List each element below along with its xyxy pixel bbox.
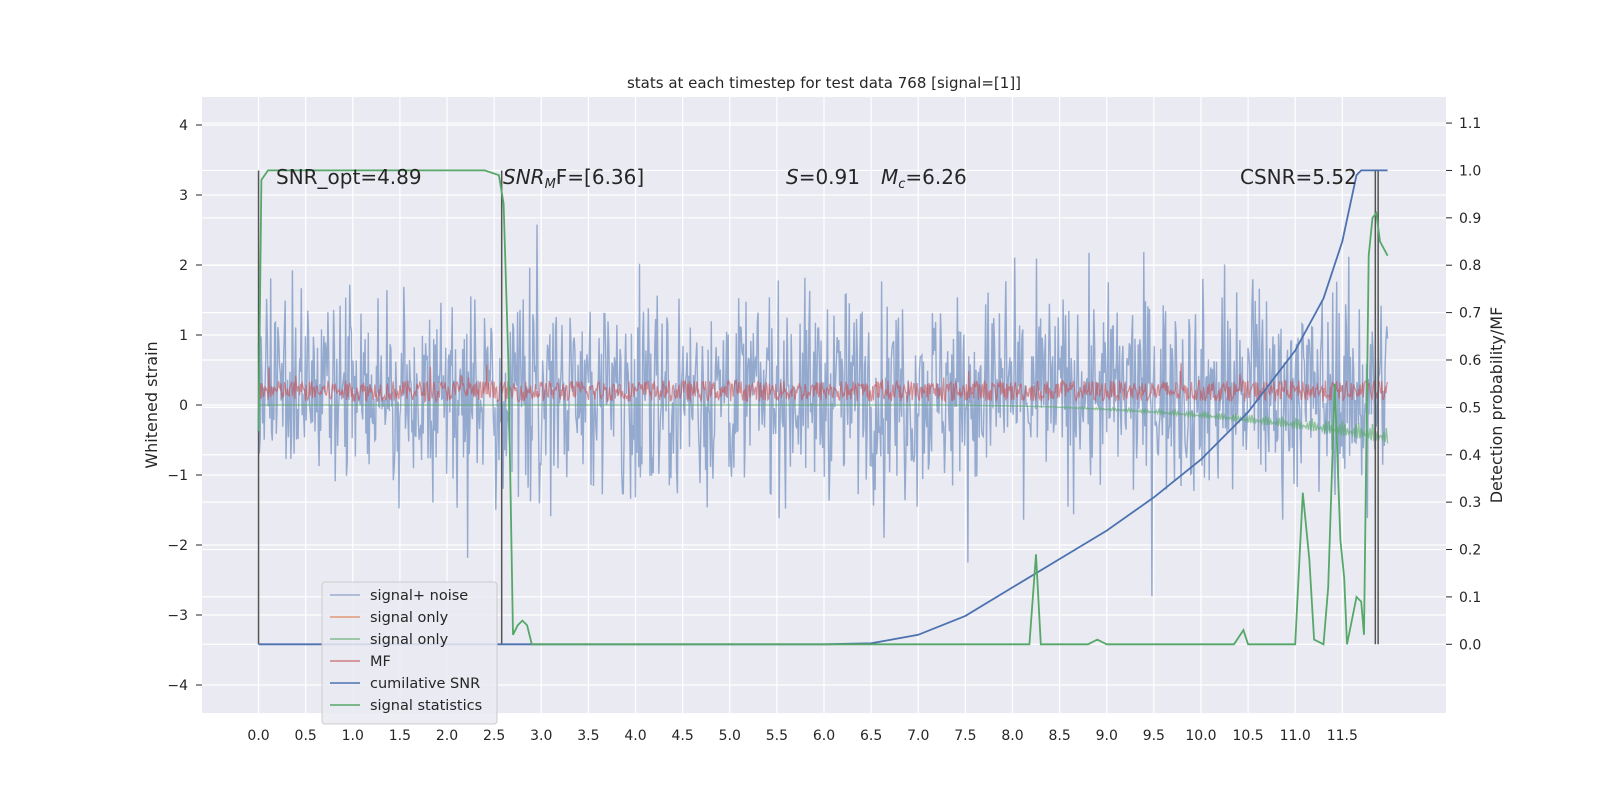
- y-tick-label: 4: [179, 118, 188, 134]
- y-tick-label: 2: [179, 258, 188, 274]
- x-tick-label: 3.0: [530, 728, 552, 744]
- annotation-mc-value: =6.26: [905, 165, 966, 189]
- y2-tick-label: 0.3: [1459, 495, 1481, 511]
- y-tick-label: −1: [167, 468, 188, 484]
- y2-tick-label: 1.0: [1459, 163, 1481, 179]
- series-signal-noise: [257, 224, 1389, 597]
- x-tick-label: 4.0: [624, 728, 646, 744]
- legend-label-mf: MF: [370, 654, 391, 670]
- legend-label-signal-only-green: signal only: [370, 632, 449, 648]
- axes: 0.0 0.5 1.0 1.5 2.0 2.5 3.0 3.5 4.0 4.5 5.0 5.5 6.0 6…: [167, 116, 1481, 744]
- y2-tick-label: 0.6: [1459, 353, 1481, 369]
- y2-axis-label: Detection probability/MF: [1487, 307, 1506, 504]
- legend-label-signal-statistics: signal statistics: [370, 698, 482, 714]
- y2-tick-label: 0.8: [1459, 258, 1481, 274]
- x-tick-label: 10.0: [1185, 728, 1216, 744]
- y2-tick-label: 0.7: [1459, 306, 1481, 322]
- y-axis-label: Whitened strain: [142, 341, 161, 468]
- annotation-snr-mf-sub: M: [545, 177, 556, 192]
- y2-tick-label: 1.1: [1459, 116, 1481, 132]
- legend-label-cumulative-snr: cumilative SNR: [370, 676, 480, 692]
- annotation-s-value: =0.91: [799, 165, 860, 189]
- y-tick-label: −3: [167, 608, 188, 624]
- y2-tick-label: 0.2: [1459, 543, 1481, 559]
- annotation-snr-mf-var: SNR: [503, 165, 545, 189]
- x-tick-label: 2.0: [436, 728, 458, 744]
- x-tick-label: 0.5: [295, 728, 317, 744]
- y-tick-label: −4: [167, 678, 188, 694]
- annotation-csnr: CSNR=5.52: [1240, 165, 1357, 189]
- y2-tick-label: 0.4: [1459, 448, 1481, 464]
- legend-label-signal-noise: signal+ noise: [370, 588, 468, 604]
- x-tick-label: 7.0: [907, 728, 929, 744]
- annotation-mc: Mc=6.26: [881, 165, 967, 192]
- x-tick-label: 8.0: [1001, 728, 1023, 744]
- annotations: SNR_opt=4.89 SNRMF=[6.36] S=0.91 Mc=6.26…: [276, 165, 1357, 192]
- x-tick-label: 11.5: [1327, 728, 1358, 744]
- x-tick-label: 9.5: [1143, 728, 1165, 744]
- annotation-mc-sub: c: [898, 177, 905, 192]
- x-tick-label: 4.5: [672, 728, 694, 744]
- legend: signal+ noise signal only signal only MF…: [321, 581, 498, 725]
- annotation-snr-mf: SNRMF=[6.36]: [503, 165, 644, 192]
- y2-tick-label: 0.5: [1459, 400, 1481, 416]
- series-cumulative-snr: [258, 169, 1388, 646]
- x-tick-label: 3.5: [577, 728, 599, 744]
- y2-tick-label: 0.1: [1459, 590, 1481, 606]
- chart-title: stats at each timestep for test data 768…: [627, 74, 1021, 92]
- y-tick-label: 1: [179, 328, 188, 344]
- x-tick-label: 10.5: [1233, 728, 1264, 744]
- annotation-snr-opt: SNR_opt=4.89: [276, 165, 422, 189]
- annotation-snr-mf-value: F=[6.36]: [556, 165, 644, 189]
- x-tick-label: 8.5: [1048, 728, 1070, 744]
- series-mf: [257, 363, 1389, 404]
- series-layer: [257, 169, 1389, 646]
- series-signal-statistics: [257, 169, 1389, 646]
- x-tick-label: 5.5: [766, 728, 788, 744]
- y-tick-label: 0: [179, 398, 188, 414]
- annotation-s: S=0.91: [786, 165, 860, 189]
- x-tick-label: 9.0: [1096, 728, 1118, 744]
- x-tick-label: 1.0: [342, 728, 364, 744]
- x-tick-label: 1.5: [389, 728, 411, 744]
- x-tick-label: 6.5: [860, 728, 882, 744]
- y-tick-label: −2: [167, 538, 188, 554]
- legend-box: [321, 581, 498, 725]
- x-tick-label: 6.0: [813, 728, 835, 744]
- x-tick-label: 0.0: [247, 728, 269, 744]
- data-layer: [257, 169, 1389, 646]
- y2-tick-label: 0.9: [1459, 211, 1481, 227]
- x-tick-label: 2.5: [483, 728, 505, 744]
- series-signal-only: [258, 404, 1389, 444]
- y-tick-label: 3: [179, 188, 188, 204]
- legend-label-signal-only-orange: signal only: [370, 610, 449, 626]
- x-tick-label: 7.5: [954, 728, 976, 744]
- x-tick-label: 5.0: [719, 728, 741, 744]
- x-tick-label: 11.0: [1280, 728, 1311, 744]
- annotation-s-var: S: [786, 165, 799, 189]
- annotation-mc-var: M: [881, 165, 898, 189]
- y2-tick-label: 0.0: [1459, 637, 1481, 653]
